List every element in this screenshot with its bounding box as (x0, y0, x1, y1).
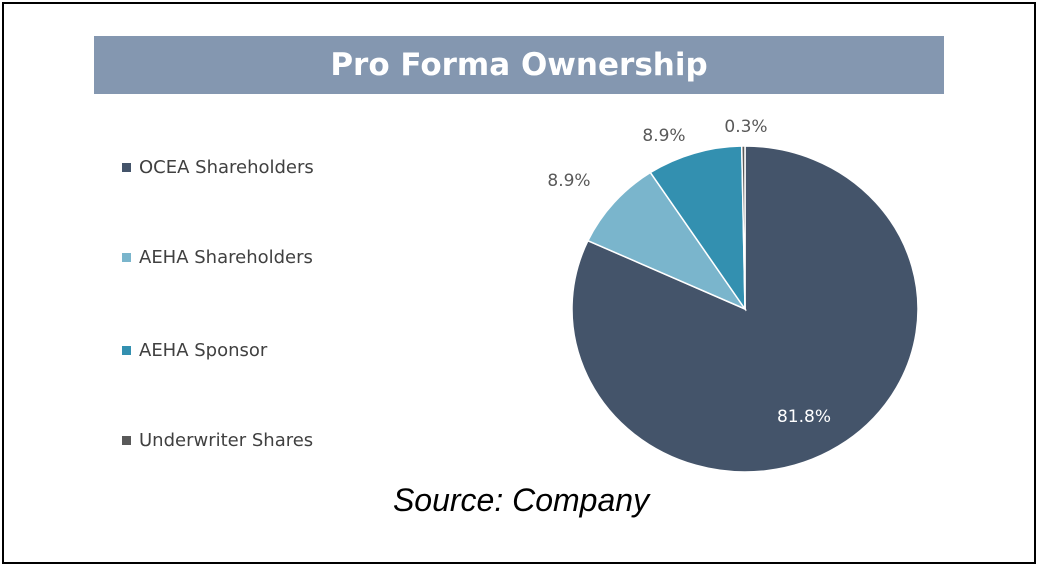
pie-slice (740, 145, 746, 310)
source-note: Source: Company (392, 482, 650, 518)
legend-item: OCEA Shareholders (122, 157, 314, 178)
data-label: 0.3% (724, 117, 767, 137)
legend-swatch (122, 163, 131, 172)
legend-label: Underwriter Shares (139, 430, 314, 451)
legend-label: OCEA Shareholders (139, 157, 314, 178)
legend-label: AEHA Sponsor (139, 340, 268, 361)
pie-slice (649, 145, 746, 312)
chart-title: Pro Forma Ownership (94, 36, 944, 94)
legend-swatch (122, 253, 131, 262)
data-label: 8.9% (547, 171, 590, 191)
pie-chart: 81.8% 8.9% 8.9% 0.3% (547, 117, 919, 473)
data-label: 81.8% (777, 407, 831, 427)
legend-item: AEHA Sponsor (122, 340, 267, 361)
pie-slice (586, 171, 748, 311)
legend-label: AEHA Shareholders (139, 247, 313, 268)
legend-item: Underwriter Shares (122, 430, 313, 451)
legend-swatch (122, 436, 131, 445)
legend-swatch (122, 346, 131, 355)
data-label: 8.9% (642, 126, 685, 146)
legend-item: AEHA Shareholders (122, 247, 313, 268)
